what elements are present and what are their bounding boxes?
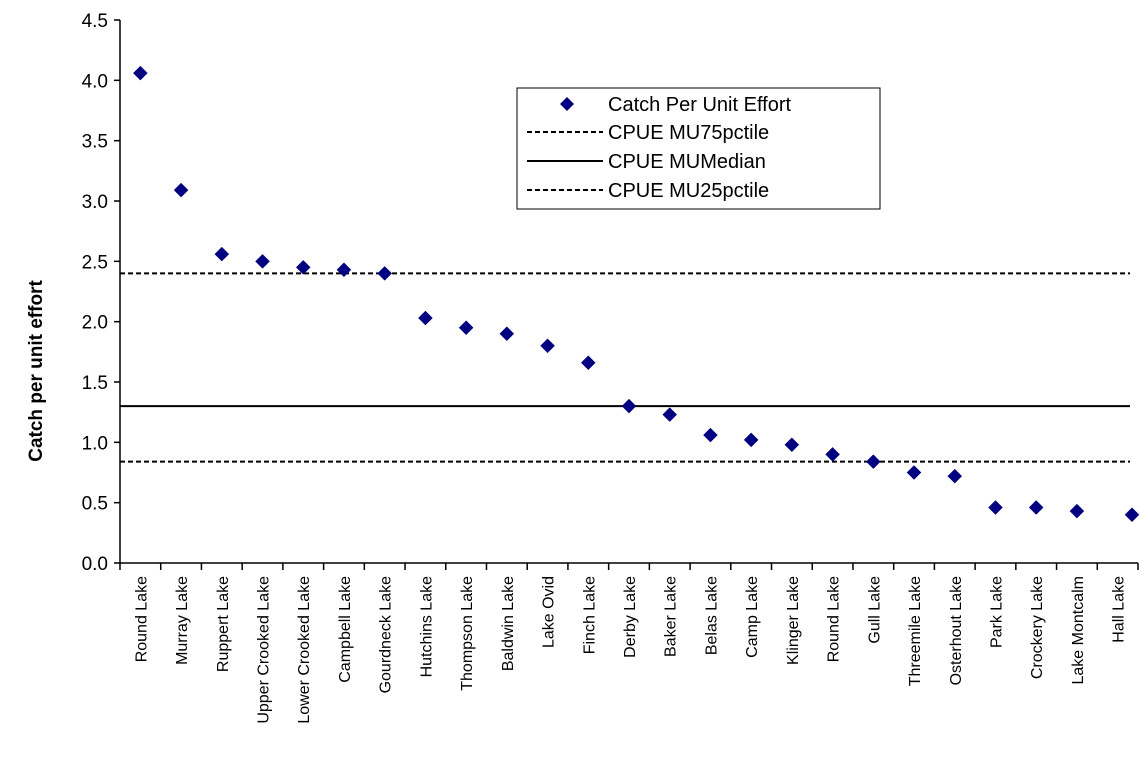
data-point bbox=[825, 447, 840, 462]
data-point bbox=[784, 437, 800, 453]
x-tick-label: Crockery Lake bbox=[1029, 576, 1046, 679]
data-point bbox=[133, 65, 148, 81]
reference-lines bbox=[120, 272, 1130, 463]
legend-marker bbox=[560, 97, 574, 111]
data-markers bbox=[133, 65, 1140, 523]
x-tick-label: Belas Lake bbox=[703, 576, 720, 655]
x-tick-label: Lower Crooked Lake bbox=[296, 576, 313, 724]
x-tick-label: Thompson Lake bbox=[459, 576, 476, 691]
x-tick-label: Lake Montcalm bbox=[1070, 576, 1087, 685]
data-point bbox=[255, 253, 270, 269]
data-point bbox=[377, 266, 393, 281]
data-point bbox=[418, 310, 433, 326]
data-point bbox=[1028, 500, 1044, 515]
x-tick-label: Lake Ovid bbox=[541, 576, 558, 648]
x-axis: Round Lake Murray Lake Ruppert Lake Upper C… bbox=[119, 562, 1139, 724]
x-tick-label: Round Lake bbox=[133, 576, 150, 662]
y-axis: 0.0 0.5 1.0 1.5 2.0 2.5 3.0 3.5 4.0 4.5 bbox=[82, 11, 121, 575]
y-tick-label: 4.0 bbox=[82, 71, 108, 92]
x-tick-label: Finch Lake bbox=[581, 576, 598, 654]
x-tick-label: Ruppert Lake bbox=[215, 576, 232, 672]
y-tick-label: 0.0 bbox=[82, 554, 108, 575]
x-tick-label: Murray Lake bbox=[174, 576, 191, 665]
legend-label: CPUE MU75pctile bbox=[608, 122, 769, 144]
data-point bbox=[214, 246, 230, 262]
data-point bbox=[1069, 503, 1085, 519]
x-tick-label: Camp Lake bbox=[744, 576, 761, 658]
y-tick-label: 2.5 bbox=[82, 252, 108, 273]
x-tick-label: Campbell Lake bbox=[337, 576, 354, 683]
legend-label: Catch Per Unit Effort bbox=[608, 94, 791, 116]
y-tick-label: 4.5 bbox=[82, 11, 108, 32]
y-tick-label: 3.0 bbox=[82, 192, 108, 213]
data-point bbox=[743, 432, 759, 448]
x-tick-label: Hall Lake bbox=[1111, 576, 1128, 643]
data-point bbox=[906, 465, 922, 480]
y-tick-label: 0.5 bbox=[82, 494, 108, 515]
x-tick-label: Upper Crooked Lake bbox=[256, 576, 273, 724]
x-tick-label: Gull Lake bbox=[866, 576, 883, 644]
x-tick-label: Threemile Lake bbox=[907, 576, 924, 686]
legend-box bbox=[516, 87, 881, 210]
data-point bbox=[662, 407, 678, 422]
data-point bbox=[1124, 507, 1140, 523]
x-tick-label: Baker Lake bbox=[663, 576, 680, 657]
x-tick-label: Park Lake bbox=[988, 576, 1005, 648]
x-tick-label: Round Lake bbox=[826, 576, 843, 662]
data-point bbox=[947, 468, 963, 484]
legend: Catch Per Unit Effort CPUE MU75pctile CPUE… bbox=[516, 87, 881, 210]
y-tick-label: 3.5 bbox=[82, 132, 108, 153]
x-tick-label: Osterhout Lake bbox=[948, 576, 965, 686]
data-point bbox=[336, 262, 352, 278]
y-tick-label: 2.0 bbox=[82, 313, 108, 334]
data-point bbox=[173, 182, 189, 198]
data-point bbox=[621, 398, 637, 414]
data-point bbox=[580, 355, 596, 371]
x-tick-label: Baldwin Lake bbox=[500, 576, 517, 671]
data-point bbox=[865, 454, 881, 469]
data-point bbox=[703, 427, 718, 443]
data-point bbox=[499, 326, 515, 342]
x-tick-label: Klinger Lake bbox=[785, 576, 802, 665]
x-tick-label: Gourdneck Lake bbox=[378, 576, 395, 694]
y-axis-title: Catch per unit effort bbox=[26, 280, 47, 462]
legend-label: CPUE MUMedian bbox=[608, 151, 766, 173]
data-point bbox=[988, 500, 1003, 515]
x-tick-label: Hutchins Lake bbox=[418, 576, 435, 677]
data-point bbox=[295, 260, 311, 275]
y-tick-label: 1.5 bbox=[82, 373, 108, 394]
data-point bbox=[540, 338, 555, 354]
y-tick-label: 1.0 bbox=[82, 433, 108, 454]
legend-label: CPUE MU25pctile bbox=[608, 180, 769, 202]
x-tick-label: Derby Lake bbox=[622, 576, 639, 658]
data-point bbox=[458, 320, 474, 336]
